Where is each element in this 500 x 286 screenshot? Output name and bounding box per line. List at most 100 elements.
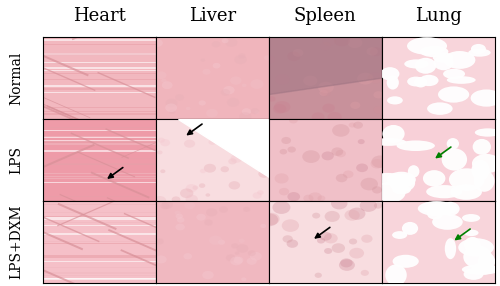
Circle shape (226, 38, 237, 47)
Circle shape (239, 112, 252, 121)
Circle shape (253, 125, 265, 134)
Circle shape (184, 253, 192, 259)
Ellipse shape (441, 202, 460, 216)
Circle shape (324, 248, 332, 254)
Ellipse shape (472, 160, 490, 180)
Circle shape (279, 188, 289, 195)
Circle shape (353, 122, 363, 129)
Text: Heart: Heart (72, 7, 126, 25)
Circle shape (349, 248, 364, 259)
Circle shape (268, 96, 276, 102)
Circle shape (274, 101, 290, 113)
Circle shape (220, 166, 229, 172)
Circle shape (328, 112, 342, 122)
Text: LPS+DXM: LPS+DXM (9, 205, 24, 279)
Ellipse shape (466, 237, 480, 254)
Circle shape (158, 138, 165, 143)
Circle shape (343, 170, 353, 178)
Circle shape (272, 201, 290, 214)
Circle shape (339, 259, 355, 271)
Ellipse shape (478, 253, 495, 270)
Bar (42, 127, 156, 128)
Circle shape (200, 169, 206, 173)
Ellipse shape (396, 140, 435, 151)
Circle shape (282, 235, 293, 243)
Circle shape (360, 270, 369, 276)
Bar (42, 39, 156, 41)
Circle shape (162, 81, 172, 89)
Ellipse shape (474, 170, 494, 192)
Circle shape (186, 195, 198, 204)
Circle shape (174, 210, 180, 215)
Circle shape (318, 82, 334, 93)
Ellipse shape (472, 139, 491, 155)
Bar (42, 107, 156, 108)
Ellipse shape (386, 265, 407, 286)
Bar (42, 261, 156, 262)
Ellipse shape (414, 77, 428, 88)
Ellipse shape (445, 238, 456, 259)
Circle shape (276, 74, 289, 84)
Bar (42, 111, 156, 112)
Circle shape (350, 102, 360, 109)
Bar (42, 256, 156, 258)
Circle shape (243, 207, 250, 212)
Ellipse shape (376, 182, 406, 203)
Circle shape (236, 143, 248, 152)
Text: Liver: Liver (188, 7, 236, 25)
Circle shape (374, 106, 384, 114)
Circle shape (226, 254, 235, 261)
Bar (42, 136, 156, 137)
Circle shape (161, 79, 166, 83)
Circle shape (274, 173, 288, 184)
Bar (42, 204, 156, 205)
Circle shape (336, 174, 347, 182)
Bar (42, 75, 156, 76)
Bar (42, 70, 156, 72)
Circle shape (264, 55, 271, 60)
Bar (42, 272, 156, 274)
Circle shape (238, 239, 244, 243)
Circle shape (241, 277, 246, 281)
Circle shape (260, 213, 278, 226)
Ellipse shape (392, 185, 411, 194)
Circle shape (156, 238, 164, 245)
Circle shape (286, 239, 298, 248)
Bar (42, 79, 156, 80)
Bar (42, 222, 156, 223)
Circle shape (356, 164, 368, 172)
Circle shape (366, 47, 378, 55)
Circle shape (332, 147, 343, 156)
Bar (42, 163, 156, 165)
Circle shape (336, 150, 346, 157)
Circle shape (186, 107, 190, 110)
Circle shape (312, 213, 320, 219)
Circle shape (317, 238, 325, 244)
Bar (42, 172, 156, 174)
Circle shape (212, 41, 220, 47)
Ellipse shape (462, 264, 500, 275)
Circle shape (322, 152, 334, 160)
Circle shape (322, 104, 335, 113)
Bar (42, 141, 156, 142)
Circle shape (289, 117, 298, 124)
Circle shape (152, 39, 163, 47)
Circle shape (204, 219, 213, 226)
Circle shape (230, 257, 242, 265)
Circle shape (308, 192, 322, 202)
Text: LPS: LPS (9, 146, 23, 174)
Ellipse shape (472, 154, 500, 173)
Bar (42, 137, 156, 138)
Ellipse shape (471, 44, 486, 54)
Bar (42, 150, 156, 152)
Circle shape (222, 38, 228, 43)
Ellipse shape (415, 58, 436, 74)
Circle shape (156, 255, 166, 263)
Ellipse shape (472, 263, 496, 275)
Bar (42, 130, 156, 131)
Bar (42, 182, 156, 183)
Bar (42, 67, 156, 68)
Circle shape (260, 224, 266, 228)
Bar (42, 67, 156, 69)
Circle shape (208, 139, 216, 145)
